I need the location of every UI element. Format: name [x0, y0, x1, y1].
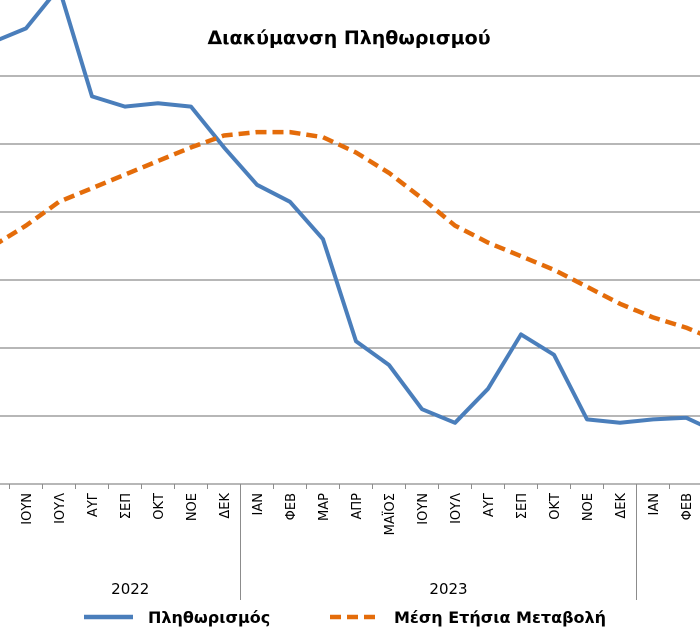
- series-lines: [0, 0, 700, 427]
- x-tick-label: ΝΟΕ: [581, 493, 596, 521]
- x-tick-label: ΙΑΝ: [251, 493, 266, 515]
- legend: Πληθωρισμός Μέση Ετήσια Μεταβολή: [84, 608, 606, 627]
- data-point: [552, 353, 556, 357]
- series-line: [0, 0, 700, 427]
- data-point: [519, 254, 523, 258]
- data-point: [684, 416, 688, 420]
- x-axis: ΜΑΙΟΣ ΙΟΥΝ ΙΟΥΛ ΑΥΓ ΣΕΠ ΟΚΤ ΝΟΕ ΔΕΚ ΙΑΝ ΦΕΒ ΜΑΡ ΑΠΡ…: [0, 483, 700, 600]
- data-point: [354, 339, 358, 343]
- data-point: [585, 417, 589, 421]
- data-point: [618, 421, 622, 425]
- data-point: [90, 186, 94, 190]
- data-point: [255, 130, 259, 134]
- year-label: 2022: [111, 580, 149, 598]
- data-point: [123, 105, 127, 109]
- x-tick-label: ΙΟΥΝ: [20, 493, 35, 525]
- data-point: [123, 173, 127, 177]
- x-tick-label: ΙΟΥΛ: [449, 493, 464, 524]
- data-point: [288, 130, 292, 134]
- data-point: [420, 407, 424, 411]
- data-point: [618, 302, 622, 306]
- data-point: [651, 417, 655, 421]
- data-point: [24, 26, 28, 30]
- data-point: [387, 171, 391, 175]
- data-point: [585, 285, 589, 289]
- data-point: [453, 224, 457, 228]
- legend-label: Πληθωρισμός: [148, 608, 270, 627]
- data-point: [321, 237, 325, 241]
- x-tick-label: ΣΕΠ: [515, 493, 530, 519]
- x-tick-label: ΑΥΓ: [482, 492, 497, 517]
- x-tick-label: ΜΑΙΟΣ: [0, 493, 2, 535]
- data-point: [189, 105, 193, 109]
- chart-title: Διακύμανση Πληθωρισμού: [207, 27, 490, 49]
- x-tick-label: ΔΕΚ: [614, 493, 629, 519]
- data-point: [156, 159, 160, 163]
- data-point: [552, 268, 556, 272]
- x-tick-label: ΝΟΕ: [185, 493, 200, 521]
- x-tick-label: ΜΑΪΟΣ: [382, 493, 398, 535]
- data-point: [156, 101, 160, 105]
- legend-label: Μέση Ετήσια Μεταβολή: [394, 608, 606, 627]
- data-point: [354, 151, 358, 155]
- data-point: [519, 332, 523, 336]
- x-tick-label: ΔΕΚ: [218, 493, 233, 519]
- data-point: [486, 387, 490, 391]
- data-point: [684, 326, 688, 330]
- x-tick-label: ΙΟΥΝ: [416, 493, 431, 525]
- year-label: 2023: [429, 580, 467, 598]
- x-tick-label: ΦΕΒ: [680, 493, 695, 520]
- data-point: [651, 315, 655, 319]
- x-tick-label: ΦΕΒ: [284, 493, 299, 520]
- x-tick-label: ΜΑΡ: [317, 493, 332, 521]
- data-point: [453, 421, 457, 425]
- data-point: [387, 363, 391, 367]
- series-line: [0, 129, 700, 336]
- data-point: [222, 134, 226, 138]
- data-point: [420, 196, 424, 200]
- data-point: [24, 224, 28, 228]
- data-point: [288, 200, 292, 204]
- x-tick-label: ΙΟΥΛ: [53, 493, 68, 524]
- x-tick-label: ΟΚΤ: [152, 493, 167, 520]
- data-point: [222, 145, 226, 149]
- x-tick-label: ΙΑΝ: [647, 493, 662, 515]
- data-point: [189, 145, 193, 149]
- x-tick-label: ΑΠΡ: [350, 493, 365, 520]
- data-point: [57, 200, 61, 204]
- data-point: [486, 241, 490, 245]
- data-point: [90, 94, 94, 98]
- data-point: [321, 135, 325, 139]
- data-point: [255, 183, 259, 187]
- gridlines: [0, 75, 700, 417]
- x-tick-label: ΣΕΠ: [119, 493, 134, 519]
- x-tick-label: ΟΚΤ: [548, 493, 563, 520]
- x-tick-label: ΑΥΓ: [86, 492, 101, 517]
